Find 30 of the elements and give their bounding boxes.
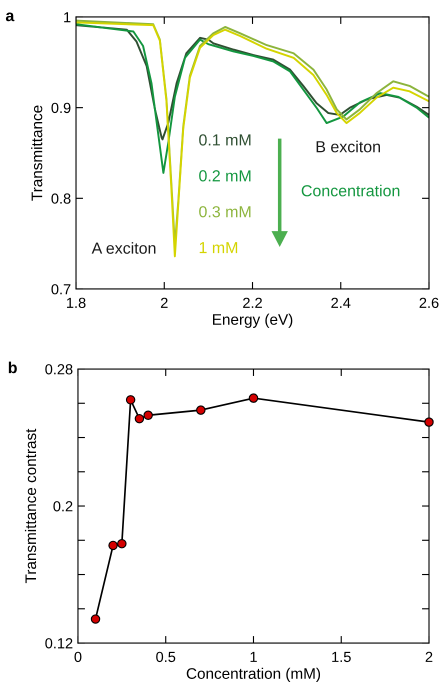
x-tick-label: 1.8 — [66, 298, 86, 308]
x-tick-label: 2 — [160, 298, 168, 308]
series-label: 0.3 mM — [199, 206, 250, 218]
y-tick-label: 0.2 — [53, 501, 72, 512]
x-tick-label: 0.5 — [156, 652, 176, 662]
y-axis-title: Transmittance contrast — [24, 428, 36, 584]
chart-title: a — [6, 12, 14, 22]
x-tick-label: 2 — [426, 652, 432, 662]
x-axis-title: Energy (eV) — [213, 314, 292, 328]
annotation: A exciton — [92, 242, 156, 254]
chart-title: b — [8, 362, 17, 374]
x-tick-label: 2.6 — [420, 298, 438, 308]
text: 0.2 mM — [199, 170, 250, 182]
y-tick-label: 0.8 — [51, 193, 71, 204]
y-axis-title: Transmittance — [31, 106, 42, 201]
series-label: 1 mM — [200, 242, 238, 254]
y-tick-label: 0.7 — [51, 284, 70, 294]
y-tick-label: 0.12 — [45, 638, 72, 648]
x-tick-label: 2.2 — [243, 298, 262, 308]
annotation: Concentration — [302, 184, 400, 196]
y-tick-label: 0.28 — [45, 364, 72, 374]
text: 0.1 mM — [199, 134, 250, 146]
y-tick-label: 0.9 — [51, 102, 70, 114]
y-tick-label: 1 — [64, 12, 70, 22]
x-tick-label: 1 — [250, 652, 257, 662]
x-tick-label: 0 — [74, 652, 82, 662]
x-axis-title: Concentration (mM) — [186, 668, 320, 682]
annotation: B exciton — [316, 140, 380, 152]
x-tick-label: 2.4 — [331, 298, 350, 308]
x-tick-label: 1.5 — [332, 652, 351, 662]
